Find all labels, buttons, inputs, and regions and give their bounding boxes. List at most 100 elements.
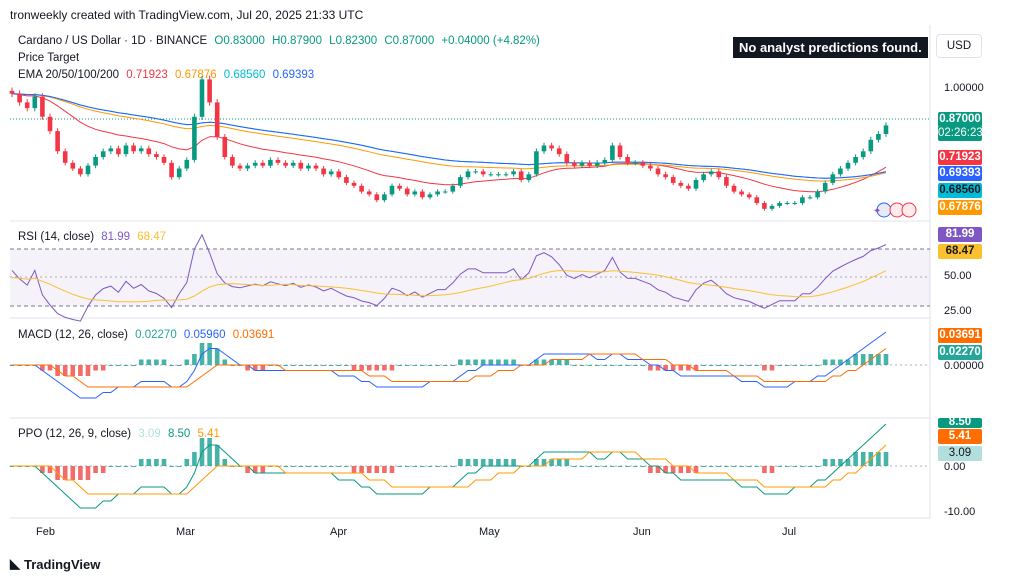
candle [450, 185, 456, 192]
macd-hist-bar [184, 359, 190, 365]
macd-hist-bar [632, 365, 638, 366]
rsi-badge: 81.99 [938, 227, 982, 242]
ppo-hist-bar [701, 466, 706, 467]
ppo-hist-bar [860, 452, 866, 466]
ppo-hist-bar [777, 466, 782, 467]
candle [807, 197, 813, 199]
currency-button[interactable]: USD [936, 34, 982, 58]
macd-hist-bar [260, 365, 266, 371]
ppo-hist-bar [427, 466, 433, 467]
macd-hist-bar [838, 359, 843, 365]
macd-hist-bar [739, 365, 744, 366]
macd-hist-bar [784, 365, 790, 366]
ppo-hist-bar [625, 466, 630, 467]
ema20-badge: 0.71923 [938, 150, 982, 165]
ppo-hist-bar [708, 466, 714, 467]
candle [275, 159, 281, 163]
ppo-hist-bar [640, 466, 646, 467]
candle [351, 182, 357, 186]
candle [511, 171, 516, 175]
ppo-hist-bar [746, 466, 752, 467]
macd-hist-bar [572, 365, 577, 366]
macd-hist-bar [792, 365, 798, 366]
candle [283, 162, 288, 166]
macd-hist-bar [458, 359, 463, 365]
ppo-hist-bar [366, 466, 372, 473]
macd-hist-bar [678, 365, 684, 371]
ppo-hist-bar [480, 459, 486, 466]
candle [427, 194, 433, 198]
candle [442, 191, 448, 193]
ppo-hist-bar [176, 466, 182, 467]
candle [222, 136, 228, 157]
candle [47, 116, 53, 132]
ppo-hist-bar [260, 466, 266, 473]
macd-hist-bar [701, 365, 706, 366]
macd-label: MACD (12, 26, close) [18, 329, 128, 341]
candle [564, 154, 570, 163]
candle [746, 194, 752, 198]
macd-hist-bar [655, 365, 661, 371]
macd-hist-bar [85, 365, 91, 376]
macd-hist-bar [336, 365, 342, 366]
ohlc-change: +0.04000 (+4.82%) [441, 35, 540, 47]
candle [579, 162, 585, 166]
candle [518, 171, 524, 180]
macd-hist-bar [351, 365, 357, 371]
macd-hist-bar [222, 359, 228, 365]
candle [845, 162, 851, 169]
candle [496, 174, 501, 176]
ppo-hist-bar [47, 466, 53, 473]
macd-hist-bar [313, 365, 319, 366]
ppo-hist-bar [154, 459, 159, 466]
macd-signal-badge: 0.03691 [938, 328, 982, 343]
candle [9, 90, 15, 94]
ppo-hist-bar [123, 466, 129, 467]
candle [800, 197, 805, 204]
candle [404, 188, 410, 195]
candle [693, 180, 699, 189]
ppo-hist-bar [534, 459, 539, 466]
macd-hist-bar [404, 365, 410, 366]
candle [830, 174, 836, 183]
candle [17, 93, 22, 103]
ppo-hist-bar [306, 466, 311, 467]
ohlc-low: L0.82300 [329, 35, 378, 47]
candle [610, 145, 615, 160]
macd-hist-bar [800, 365, 805, 366]
price-axis-badges: 0.87000 02:26:23 0.71923 0.69393 0.68560… [938, 0, 983, 580]
ppo-hist-bar [632, 466, 638, 467]
candle [359, 185, 364, 192]
candle [184, 159, 190, 169]
ppo-hist-bar [496, 459, 501, 466]
ppo-hist-bar [845, 459, 851, 466]
ppo-hist-bar [450, 466, 456, 467]
ema200-line [11, 93, 887, 179]
macd-hist-bar [640, 365, 646, 366]
ppo-hist-badge: 3.09 [938, 446, 982, 461]
candle [754, 197, 760, 204]
ppo-hist-bar [488, 459, 494, 466]
macd-hist-bar [435, 365, 440, 366]
ppo-hist-bar [716, 466, 722, 467]
candle [62, 151, 68, 163]
rsi-ma-value: 68.47 [137, 231, 167, 243]
candle [344, 177, 349, 183]
ppo-hist-bar [214, 445, 220, 466]
macd-hist-bar [663, 365, 668, 371]
ppo-hist-bar [579, 466, 585, 467]
candle [465, 171, 471, 178]
candle [100, 151, 106, 158]
price-target-label: Price Target [18, 52, 80, 64]
candle [815, 191, 820, 198]
candle [146, 148, 152, 155]
macd-signal-line [12, 348, 887, 388]
ppo-hist-bar [93, 466, 98, 473]
ema50-badge: 0.67876 [938, 200, 982, 215]
macd-hist-bar [161, 359, 167, 365]
candle [587, 162, 592, 166]
ppo-hist-bar [359, 466, 364, 473]
tradingview-logo-icon: ◣ [10, 556, 20, 571]
macd-hist-bar [450, 365, 456, 366]
candle [32, 96, 38, 109]
